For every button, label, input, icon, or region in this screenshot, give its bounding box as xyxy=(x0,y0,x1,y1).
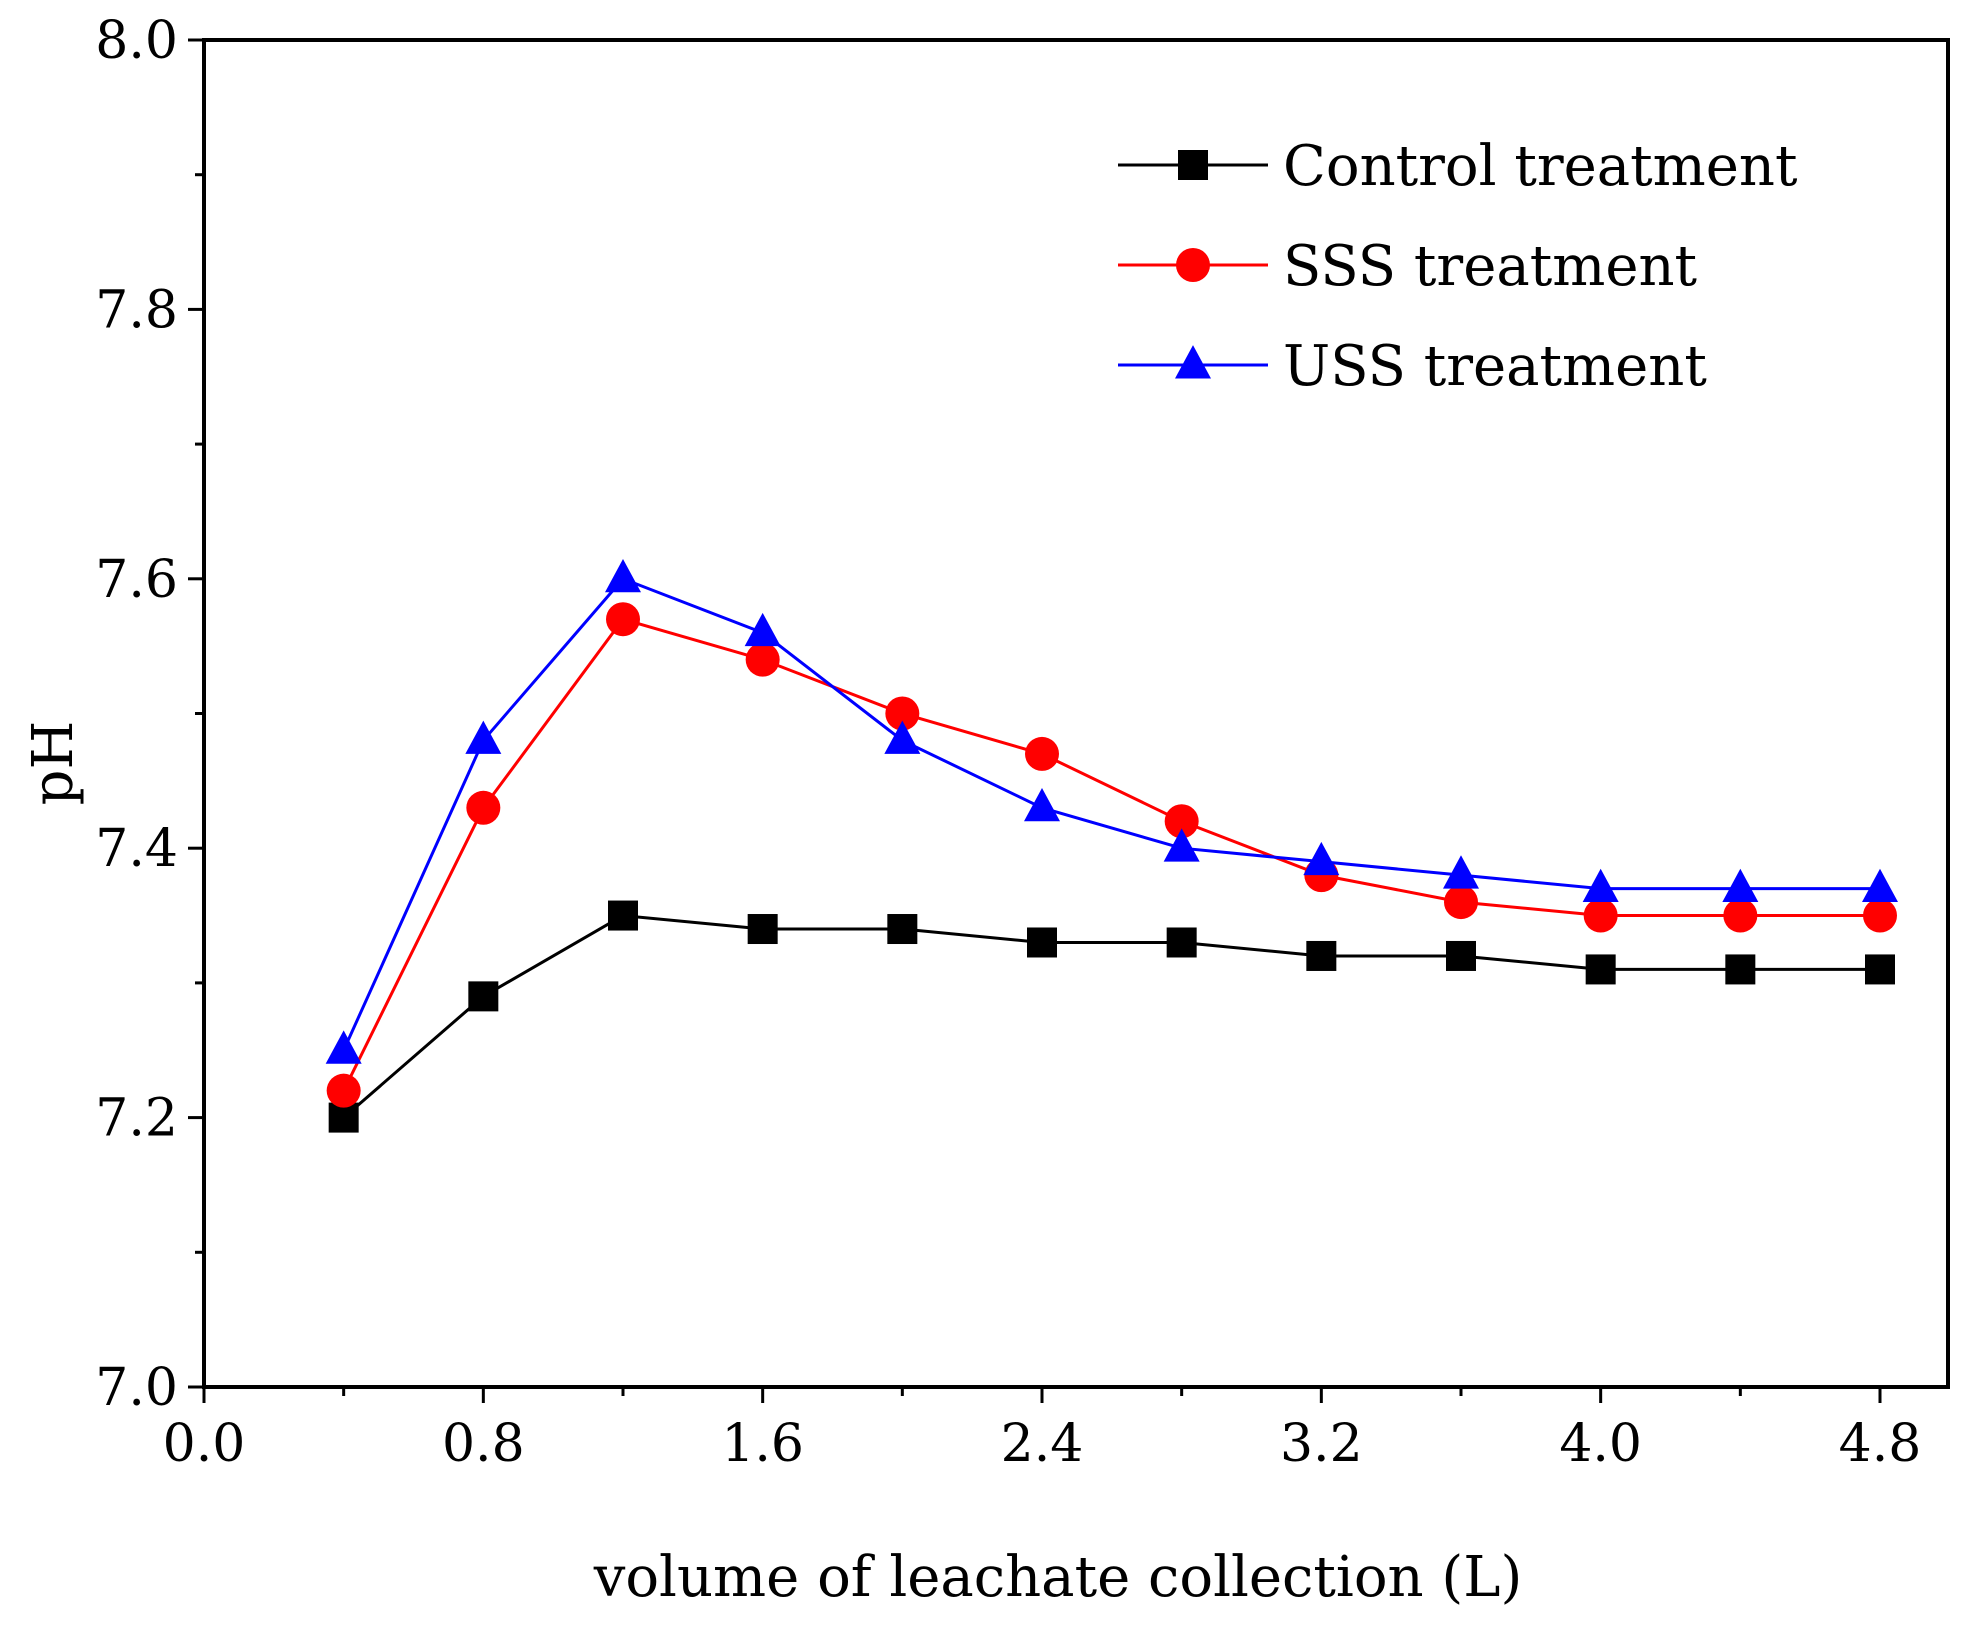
data-point xyxy=(1863,898,1897,933)
x-tick-label: 2.4 xyxy=(1001,1414,1084,1474)
data-point xyxy=(1862,868,1898,903)
x-tick-label: 0.0 xyxy=(163,1414,246,1474)
legend-item: USS treatment xyxy=(1118,334,1707,399)
series-layer xyxy=(325,558,1898,1133)
legend-marker xyxy=(1176,248,1210,282)
data-point xyxy=(1583,898,1618,933)
data-point xyxy=(1306,940,1337,971)
plot-frame xyxy=(202,38,1950,1389)
x-axis-title: volume of leachate collection (L) xyxy=(593,1545,1523,1610)
x-tick-label: 1.6 xyxy=(721,1414,804,1474)
data-point xyxy=(325,1030,362,1064)
data-point xyxy=(885,696,920,731)
axes-layer: 0.0 0.8 1.6 2.4 3.2 4.0 4.8 7.0 7.2 7.4 7.6 7.8 8.0 xyxy=(95,11,1921,1474)
data-point xyxy=(1723,898,1758,933)
data-point xyxy=(745,642,780,677)
y-tick-label: 7.8 xyxy=(95,280,178,340)
legend-item: Control treatment xyxy=(1118,134,1798,199)
series-triangle xyxy=(325,558,1898,1064)
data-point xyxy=(747,914,778,945)
data-point xyxy=(1025,736,1059,771)
series-circle xyxy=(326,602,1897,1108)
legend-marker xyxy=(1178,150,1208,180)
data-point xyxy=(887,914,918,945)
data-point xyxy=(884,720,921,754)
data-point xyxy=(1024,787,1060,822)
y-tick-label: 7.4 xyxy=(95,819,178,879)
legend-label: SSS treatment xyxy=(1283,234,1698,299)
data-point xyxy=(1164,804,1199,839)
x-tick-label: 0.8 xyxy=(442,1414,525,1474)
data-point xyxy=(1865,954,1895,985)
data-point xyxy=(1585,954,1616,985)
data-point xyxy=(465,720,502,754)
x-tick-label: 3.2 xyxy=(1280,1414,1363,1474)
x-tick-label: 4.0 xyxy=(1559,1414,1642,1474)
y-axis-title: pH xyxy=(21,721,86,806)
data-point xyxy=(326,1073,361,1108)
legend: Control treatment SSS treatment USS treatm… xyxy=(1118,134,1798,399)
data-point xyxy=(1443,855,1479,889)
data-point xyxy=(606,602,640,637)
series-line xyxy=(342,914,1880,1119)
y-tick-label: 7.0 xyxy=(95,1358,178,1418)
y-tick-label: 8.0 xyxy=(95,11,178,71)
series-square xyxy=(328,900,1895,1133)
data-point xyxy=(744,612,781,647)
legend-label: USS treatment xyxy=(1283,334,1707,399)
data-point xyxy=(1725,954,1756,985)
data-point xyxy=(608,900,638,931)
series-line xyxy=(342,617,1880,1092)
data-point xyxy=(1166,927,1197,958)
y-tick-label: 7.2 xyxy=(95,1089,178,1149)
legend-label: Control treatment xyxy=(1283,134,1798,199)
data-point xyxy=(1446,940,1476,971)
data-point xyxy=(1027,927,1057,958)
series-line xyxy=(342,577,1880,1051)
legend-marker xyxy=(1175,345,1211,379)
data-point xyxy=(1722,868,1759,903)
data-point xyxy=(1163,828,1200,862)
legend-item: SSS treatment xyxy=(1118,234,1698,299)
y-tick-label: 7.6 xyxy=(95,550,178,610)
x-tick-label: 4.8 xyxy=(1839,1414,1922,1474)
data-point xyxy=(605,558,641,593)
data-point xyxy=(468,981,499,1012)
data-point xyxy=(1444,885,1478,920)
data-point xyxy=(1582,868,1619,903)
data-point xyxy=(1303,841,1340,876)
data-point xyxy=(466,790,501,825)
